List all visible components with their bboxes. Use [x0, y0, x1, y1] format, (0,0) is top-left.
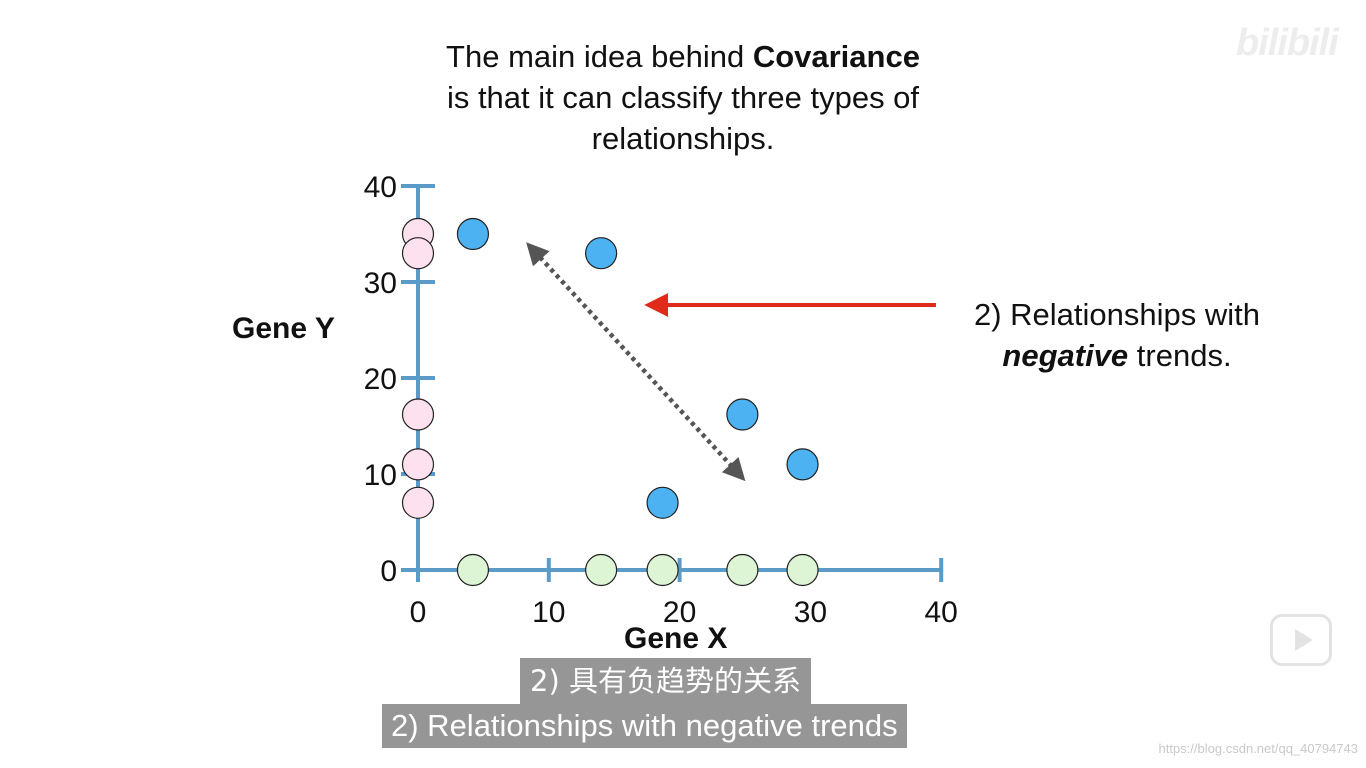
bilibili-logo: bilibili	[1236, 22, 1339, 64]
x-projection-point	[646, 553, 679, 587]
x-tick-label: 10	[532, 596, 565, 629]
negative-trend-double-arrow	[526, 242, 746, 482]
x-tick-label: 20	[663, 596, 696, 629]
x-tick-label: 30	[794, 596, 827, 629]
sample-point	[786, 448, 819, 481]
x-projection-point	[726, 553, 759, 587]
y-axis-label: Gene Y	[232, 312, 335, 345]
headline-line-2: is that it can classify three types of	[446, 80, 920, 115]
subtitle-chinese: 2) 具有负趋势的关系	[520, 658, 811, 704]
x-projection-point	[585, 553, 618, 587]
headline-line-3: relationships.	[591, 121, 775, 156]
tick-labels: 0 10 20 30 40 0 10 20 30 40	[364, 171, 958, 629]
play-icon[interactable]	[1270, 614, 1332, 666]
sample-point	[456, 217, 490, 251]
sample-point	[646, 486, 679, 519]
y-tick-label: 40	[364, 171, 397, 204]
annotation-line-1: 2) Relationships with	[973, 297, 1261, 332]
annotation-arrows	[526, 242, 936, 482]
y-tick-label: 0	[380, 555, 397, 588]
x-tick-label: 40	[925, 596, 958, 629]
annotation-emphasis: negative	[1002, 338, 1129, 373]
watermark-url: https://blog.csdn.net/qq_40794743	[1158, 741, 1359, 756]
y-tick-label: 30	[364, 267, 397, 300]
x-projection-point	[786, 553, 819, 587]
annotation-line-2-rest: trends.	[1128, 338, 1232, 373]
y-projection-point	[401, 448, 435, 481]
y-projection-point	[401, 486, 435, 519]
headline: The main idea behind Covariance is that …	[383, 36, 983, 159]
data-points	[401, 217, 819, 587]
negative-trend-annotation: 2) Relationships with negative trends.	[952, 294, 1282, 376]
y-tick-label: 20	[364, 363, 397, 396]
y-projection-point	[401, 398, 435, 431]
headline-text-pre: The main idea behind	[446, 39, 753, 74]
headline-bold-term: Covariance	[752, 39, 920, 74]
subtitle-english: 2) Relationships with negative trends	[382, 704, 907, 748]
x-projection-point	[456, 553, 490, 587]
x-tick-label: 0	[410, 596, 427, 629]
y-tick-label: 10	[364, 459, 397, 492]
x-axis-label: Gene X	[624, 622, 728, 655]
sample-point	[726, 398, 759, 431]
sample-point	[585, 237, 618, 270]
y-projection-point	[401, 237, 435, 270]
